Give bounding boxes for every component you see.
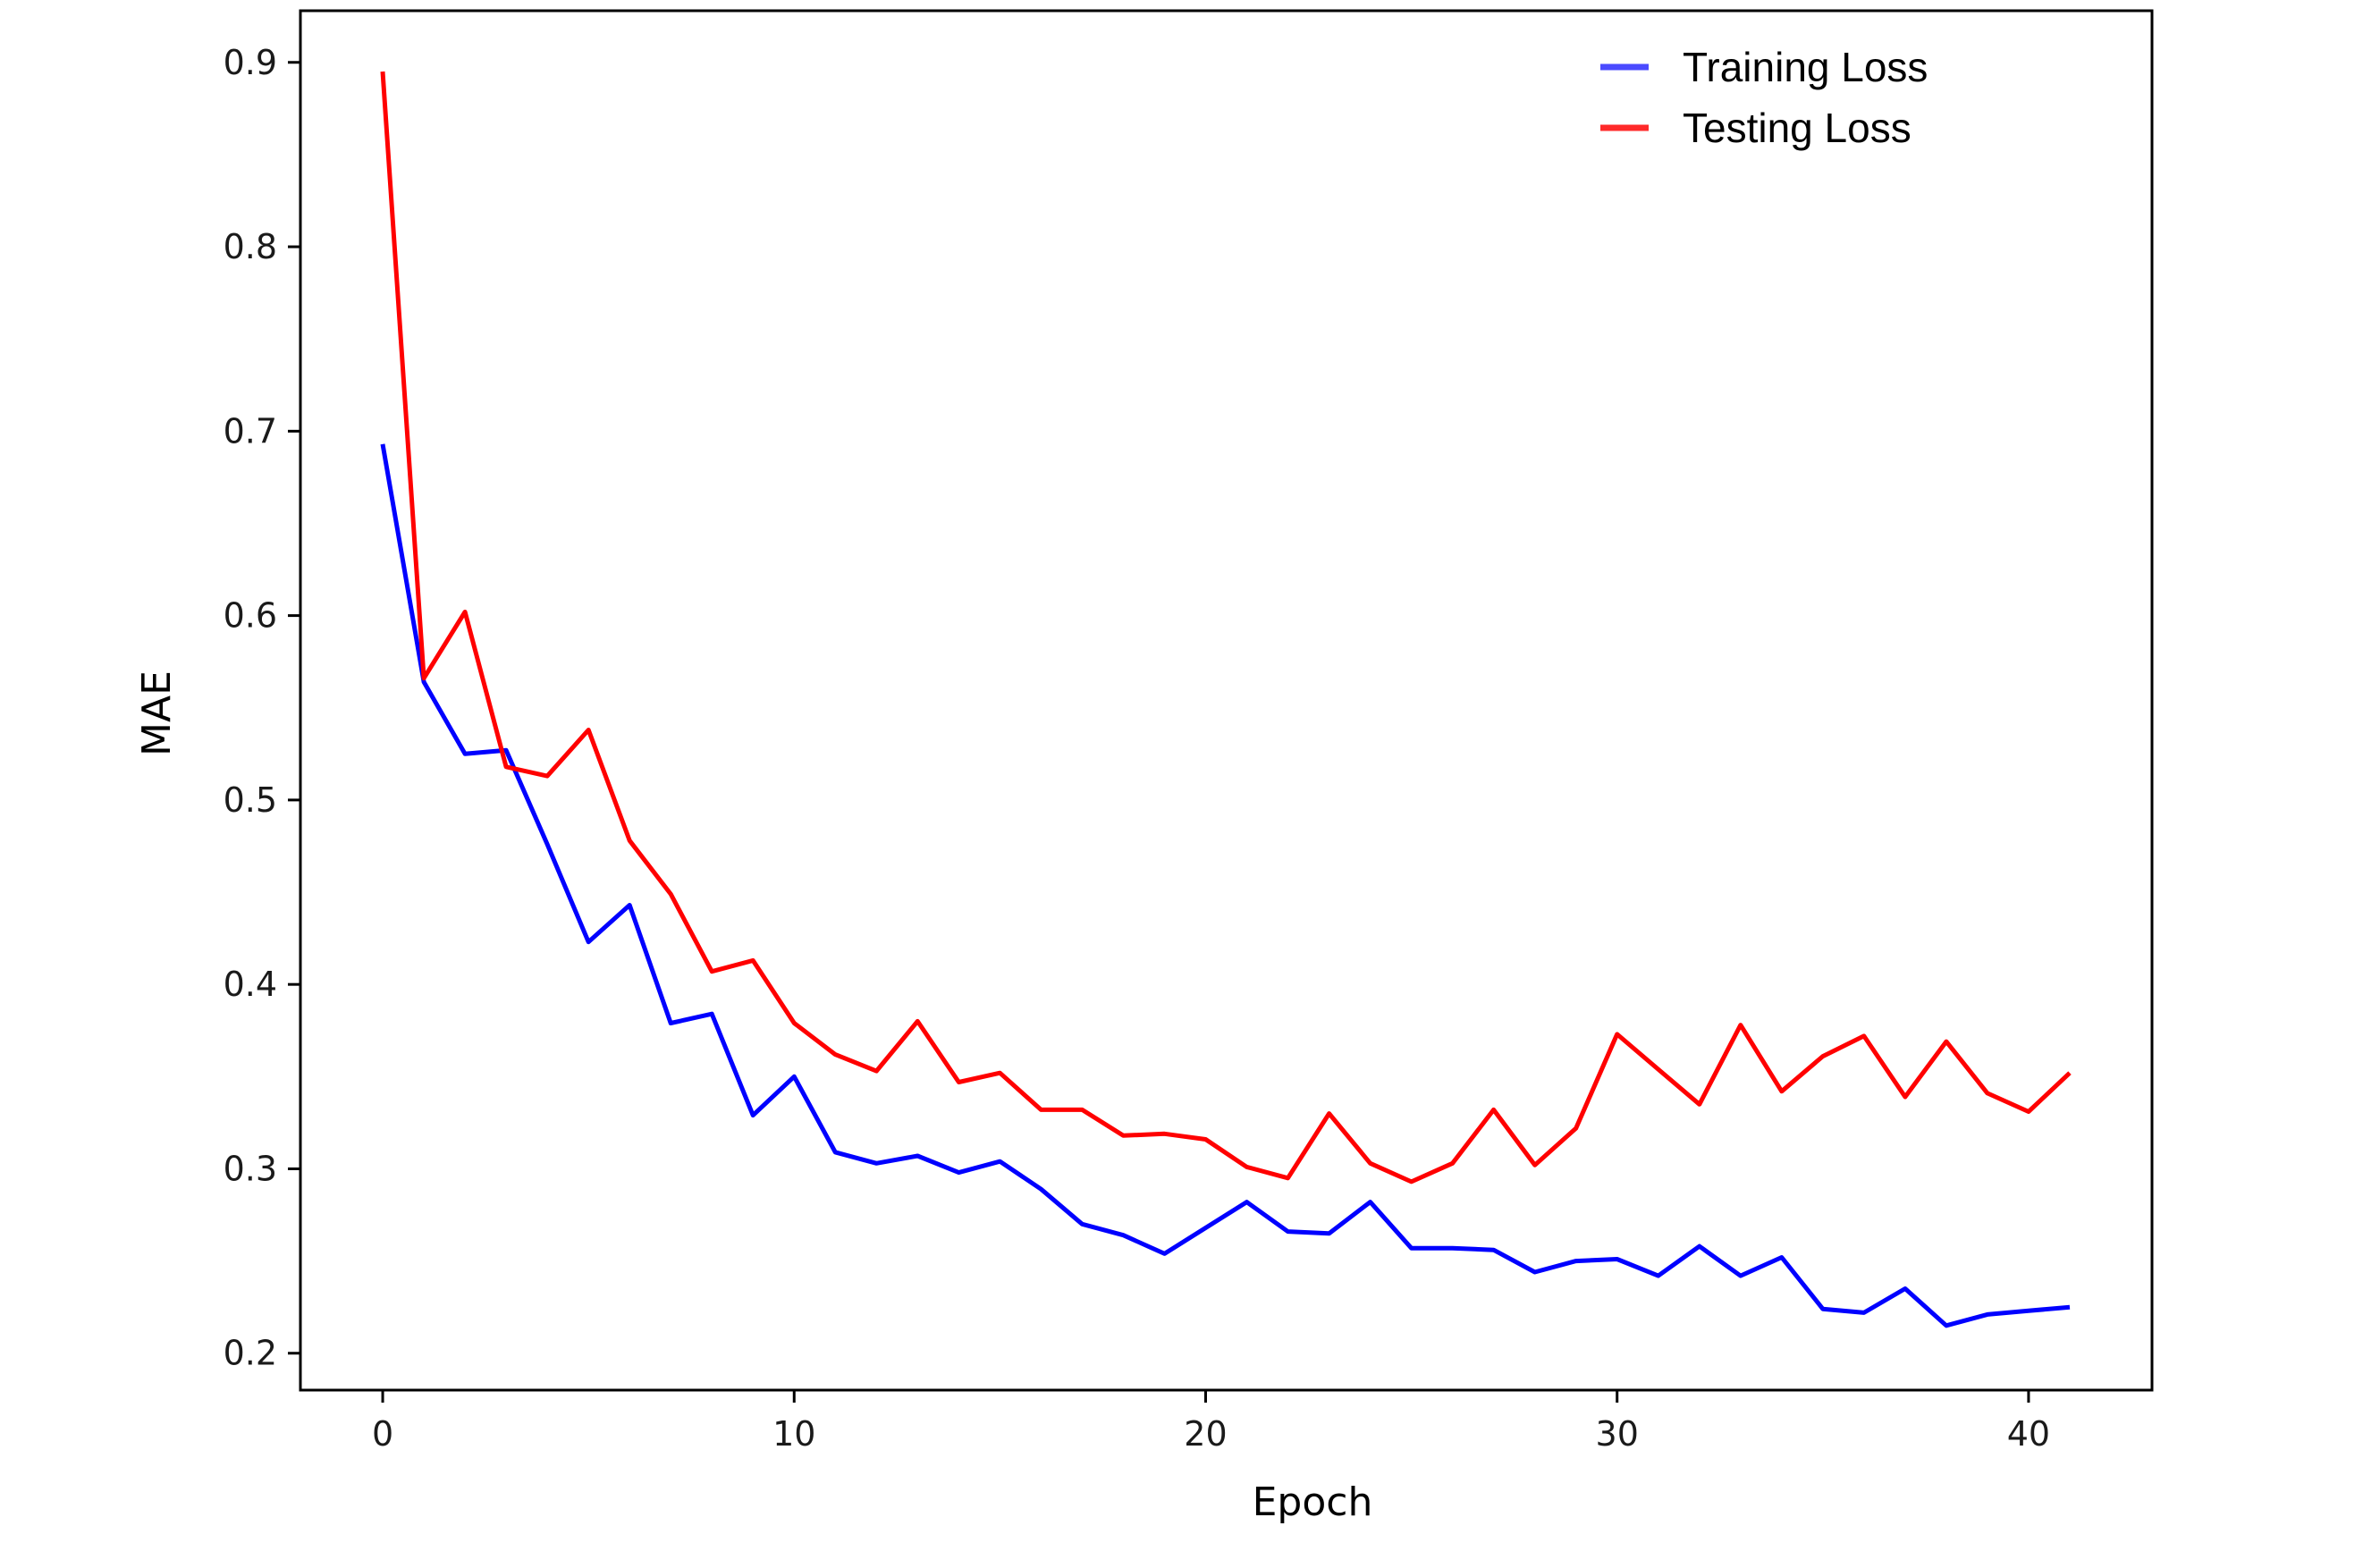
series-line-testing-loss (380, 71, 2072, 1184)
y-tick-label: 0.5 (224, 780, 277, 820)
y-axis-title: MAE (134, 670, 180, 756)
x-tick-label: 10 (772, 1414, 815, 1454)
x-tick-label: 40 (2007, 1414, 2050, 1454)
legend-label-training-loss: Training Loss (1683, 44, 1928, 90)
x-tick-label: 20 (1184, 1414, 1227, 1454)
ticks-layer: 0 10 20 30 40 0.2 0.3 0.4 0.5 0.6 0.7 0.8 0.9 (224, 43, 2051, 1454)
y-tick-label: 0.7 (224, 411, 277, 451)
y-tick-label: 0.3 (224, 1149, 277, 1188)
x-tick-label: 0 (372, 1414, 393, 1454)
y-tick-label: 0.6 (224, 596, 277, 636)
series-layer (380, 71, 2072, 1328)
legend: Training Loss Testing Loss (1600, 44, 1928, 151)
y-tick-label: 0.8 (224, 227, 277, 266)
y-tick-label: 0.2 (224, 1334, 277, 1373)
x-axis-title: Epoch (1253, 1479, 1373, 1525)
y-tick-label: 0.9 (224, 43, 277, 82)
legend-label-testing-loss: Testing Loss (1683, 105, 1911, 151)
plot-frame (299, 9, 2154, 1392)
y-tick-label: 0.4 (224, 965, 277, 1004)
series-line-training-loss (380, 443, 2071, 1328)
x-tick-label: 30 (1596, 1414, 1639, 1454)
